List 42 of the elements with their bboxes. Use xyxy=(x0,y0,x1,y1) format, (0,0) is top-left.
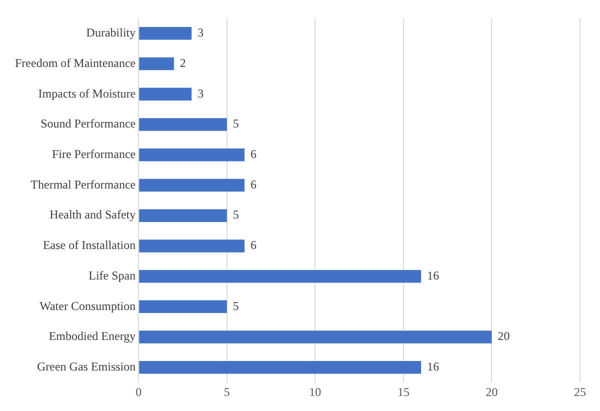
y-tick-label: Thermal Performance xyxy=(30,177,136,192)
y-tick-label: Embodied Energy xyxy=(48,329,136,344)
y-tick-label: Health and Safety xyxy=(50,208,136,222)
y-tick-label: Durability xyxy=(86,26,136,40)
y-tick-label: Water Consumption xyxy=(40,298,136,313)
bar xyxy=(139,57,174,70)
x-tick-label: 5 xyxy=(224,384,230,399)
y-tick-label: Impacts of Moisture xyxy=(38,86,136,100)
y-tick-label: Green Gas Emission xyxy=(36,360,136,374)
bar xyxy=(139,270,422,283)
x-tick-label: 0 xyxy=(136,384,142,399)
data-label: 16 xyxy=(427,268,440,282)
data-label: 5 xyxy=(232,208,239,222)
x-tick-label: 10 xyxy=(309,384,322,399)
bar xyxy=(139,118,227,131)
bar xyxy=(139,27,192,40)
x-tick-label: 15 xyxy=(397,384,410,399)
bar xyxy=(139,209,227,222)
bar xyxy=(139,330,492,344)
data-label: 20 xyxy=(498,329,510,344)
data-label: 6 xyxy=(250,177,257,192)
bar xyxy=(139,178,245,192)
data-label: 2 xyxy=(180,56,186,70)
bar xyxy=(139,240,245,252)
bar xyxy=(139,300,227,314)
y-tick-label: Life Span xyxy=(88,268,136,282)
data-label: 5 xyxy=(232,116,239,131)
data-label: 6 xyxy=(250,238,257,252)
y-tick-label: Ease of Installation xyxy=(42,238,136,252)
data-label: 16 xyxy=(427,360,440,374)
data-label: 5 xyxy=(232,298,239,313)
x-tick-label: 25 xyxy=(574,384,586,399)
bar xyxy=(139,361,422,374)
bar xyxy=(139,148,245,162)
x-tick-label: 20 xyxy=(486,384,498,399)
y-tick-label: Freedom of Maintenance xyxy=(14,56,136,70)
data-label: 3 xyxy=(198,86,204,100)
data-label: 3 xyxy=(198,26,204,40)
data-label: 6 xyxy=(250,147,257,162)
y-tick-label: Fire Performance xyxy=(52,147,136,162)
y-tick-label: Sound Performance xyxy=(40,116,136,131)
bar xyxy=(139,88,192,100)
